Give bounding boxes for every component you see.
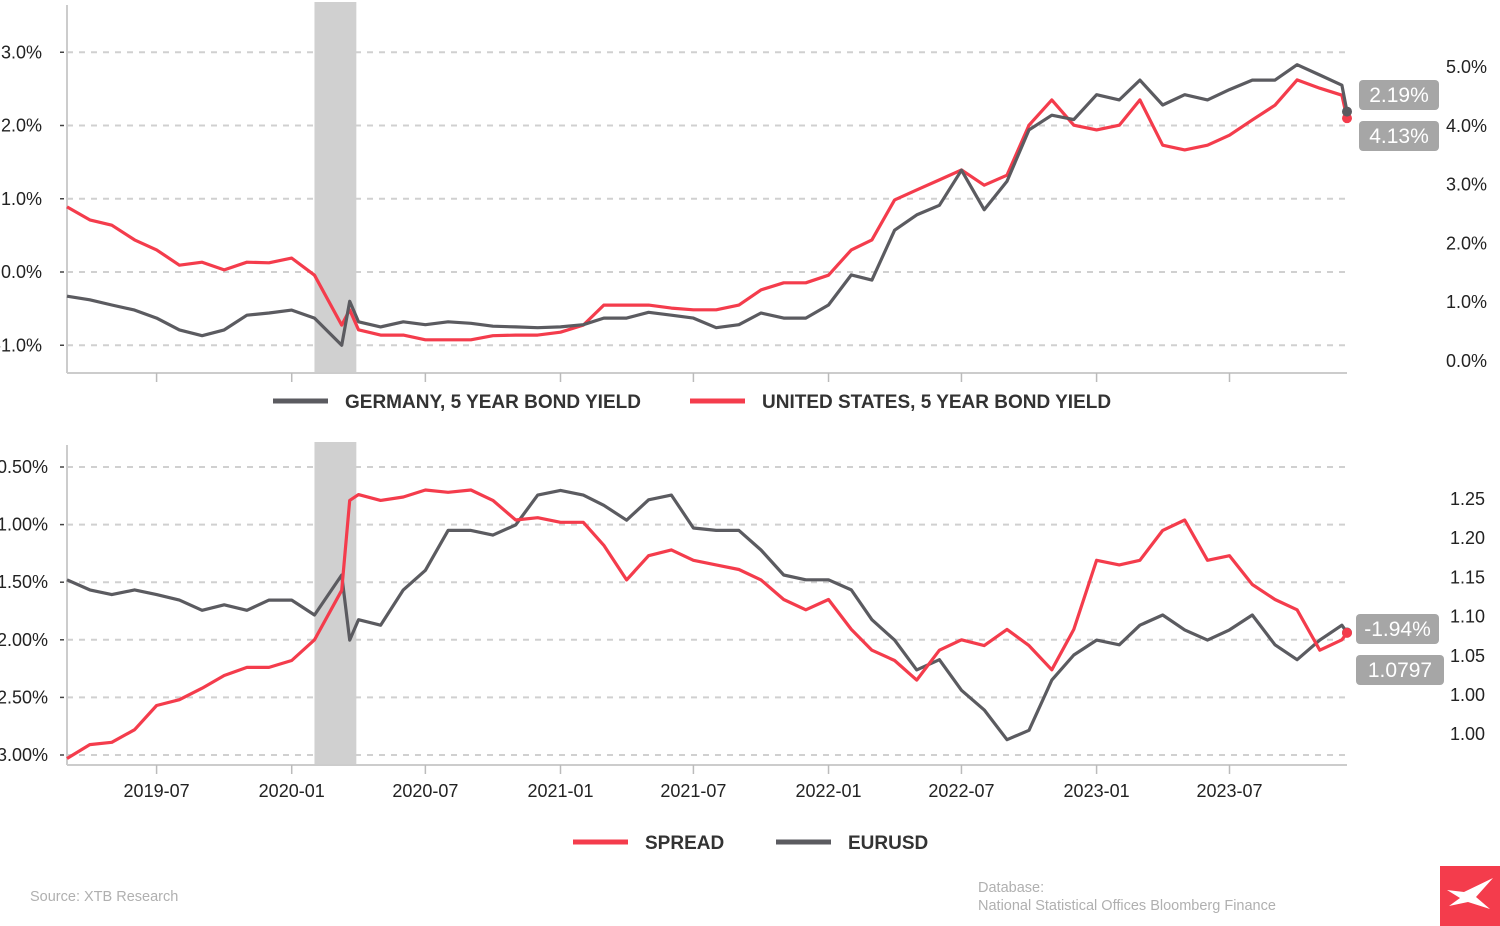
legend-label: GERMANY, 5 YEAR BOND YIELD: [345, 392, 641, 413]
last-value-label: 4.13%: [1369, 125, 1429, 148]
y-tick-label-right: 5.0%: [1446, 57, 1487, 77]
y-tick-label-right: 1.10: [1450, 607, 1485, 627]
x-tick-label: 2021-07: [660, 781, 726, 801]
x-tick-label: 2020-01: [259, 781, 325, 801]
series-line-eurusd: [66, 488, 1349, 742]
y-tick-label-right: 1.15: [1450, 567, 1485, 587]
last-value-badge: [1356, 655, 1444, 685]
last-value-label: 2.19%: [1369, 84, 1429, 107]
series-line-united-states-5-year-bond-yield: [66, 78, 1349, 342]
y-tick-label-right: 0.0%: [1446, 351, 1487, 371]
y-tick-label-left: -2.00%: [0, 630, 48, 650]
y-tick-label-right: 1.0%: [1446, 292, 1487, 312]
y-tick-label-right: 1.05: [1450, 646, 1485, 666]
highlight-band: [314, 2, 357, 373]
x-tick-label: 2023-07: [1196, 781, 1262, 801]
series-line-germany-5-year-bond-yield: [66, 63, 1349, 347]
y-tick-label-left: -1.50%: [0, 572, 48, 592]
series-line-spread: [66, 488, 1349, 760]
x-tick-label: 2022-07: [928, 781, 994, 801]
y-tick-label-left: -3.00%: [0, 745, 48, 765]
last-value-label: 1.0797: [1368, 659, 1432, 682]
x-tick-label: 2022-01: [796, 781, 862, 801]
last-value-badge: [1359, 80, 1439, 110]
y-tick-label-left: 0.0%: [1, 262, 42, 282]
y-tick-label-right: 4.0%: [1446, 116, 1487, 136]
y-tick-label-left: 3.0%: [1, 42, 42, 62]
legend-label: SPREAD: [645, 833, 724, 854]
x-tick-label: 2021-01: [527, 781, 593, 801]
x-tick-label: 2020-07: [392, 781, 458, 801]
x-tick-label: 2023-01: [1064, 781, 1130, 801]
y-tick-label-left: -1.00%: [0, 515, 48, 535]
x-tick-label: 2019-07: [124, 781, 190, 801]
y-tick-label-right: 1.20: [1450, 528, 1485, 548]
y-tick-label-left: 2.0%: [1, 116, 42, 136]
database-label: Database:: [978, 880, 1045, 896]
y-tick-label-left: -1.0%: [0, 335, 42, 355]
y-tick-label-right: 1.00: [1450, 685, 1485, 705]
y-tick-label-right: 2.0%: [1446, 233, 1487, 253]
y-tick-label-right: 1.25: [1450, 489, 1485, 509]
xtb-logo: [1440, 866, 1500, 926]
database-value: National Statistical Offices Bloomberg F…: [978, 898, 1276, 914]
last-point-marker: [1342, 106, 1352, 117]
legend-label: UNITED STATES, 5 YEAR BOND YIELD: [762, 392, 1111, 413]
last-value-badge: [1359, 121, 1439, 151]
legend-label: EURUSD: [848, 833, 928, 854]
last-point-marker: [1342, 627, 1352, 638]
last-value-label: -1.94%: [1364, 618, 1431, 641]
source-note: Source: XTB Research: [30, 889, 179, 905]
y-tick-label-left: -0.50%: [0, 457, 48, 477]
y-tick-label-left: -2.50%: [0, 687, 48, 707]
y-tick-label-right: 1.00: [1450, 724, 1485, 744]
x-logo-icon: [1447, 878, 1493, 909]
last-value-badge: [1356, 614, 1439, 644]
y-tick-label-left: 1.0%: [1, 189, 42, 209]
y-tick-label-right: 3.0%: [1446, 175, 1487, 195]
